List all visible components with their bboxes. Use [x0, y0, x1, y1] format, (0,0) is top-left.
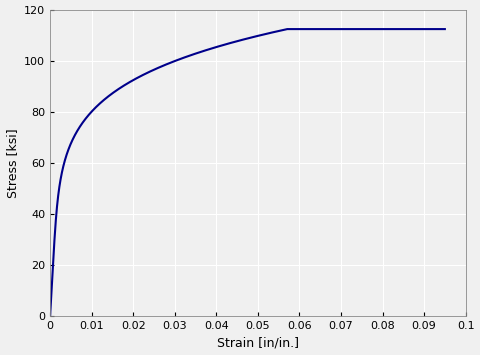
Y-axis label: Stress [ksi]: Stress [ksi] — [6, 128, 19, 198]
X-axis label: Strain [in/in.]: Strain [in/in.] — [217, 337, 299, 349]
